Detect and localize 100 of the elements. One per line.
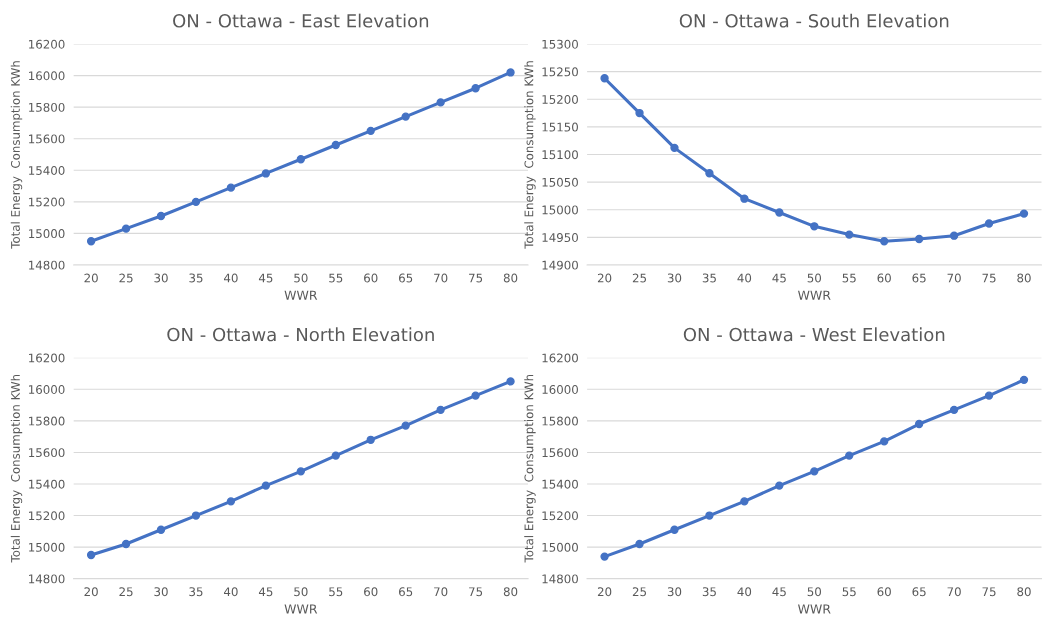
- point: [914, 419, 924, 429]
- point: [366, 126, 375, 135]
- y-tick-label: 15100: [542, 150, 578, 160]
- point: [705, 169, 714, 178]
- x-tick-label: 65: [912, 273, 926, 283]
- x-tick-label: 55: [842, 273, 856, 283]
- x-tick-label: 40: [737, 273, 752, 283]
- point: [984, 219, 994, 228]
- y-tick-label: 15200: [542, 94, 578, 104]
- y-tick-label: 15000: [29, 229, 65, 239]
- x-tick-label: 80: [1017, 587, 1031, 597]
- point: [810, 467, 819, 476]
- x-tick-label: 50: [807, 273, 822, 283]
- y-axis-title: Total Energy Consumption KWh: [524, 374, 536, 563]
- point: [600, 74, 609, 83]
- y-tick-label: 15000: [542, 205, 578, 215]
- x-tick-label: 70: [434, 273, 448, 283]
- y-tick-label: 15400: [29, 166, 65, 175]
- y-tick-label: 16000: [29, 385, 65, 394]
- x-tick-label: 50: [294, 587, 308, 597]
- x-tick-label: 75: [982, 273, 996, 283]
- x-tick-label: 25: [632, 273, 646, 283]
- point: [401, 112, 410, 121]
- x-tick-label: 80: [1017, 273, 1031, 283]
- y-tick-label: 15200: [29, 511, 65, 521]
- y-tick-label: 16200: [29, 353, 65, 363]
- point: [775, 481, 784, 490]
- point: [635, 539, 644, 549]
- point: [331, 451, 340, 460]
- x-tick-label: 20: [597, 273, 612, 283]
- y-tick-label: 14950: [542, 233, 578, 242]
- y-tick-label: 15800: [29, 102, 65, 112]
- y-axis-title: Total Energy Consumption KWh: [10, 374, 23, 563]
- y-tick-label: 15150: [542, 122, 578, 132]
- y-tick-label: 15250: [542, 67, 578, 77]
- point: [635, 108, 644, 118]
- y-tick-label: 16200: [542, 353, 578, 363]
- x-tick-label: 75: [469, 587, 483, 597]
- point: [740, 194, 749, 203]
- x-tick-label: 75: [469, 273, 483, 283]
- point: [86, 237, 96, 246]
- point: [121, 539, 131, 549]
- point: [226, 183, 236, 192]
- x-tick-label: 35: [702, 273, 716, 283]
- x-tick-label: 55: [329, 587, 343, 597]
- x-tick-label: 35: [189, 273, 203, 283]
- x-tick-label: 45: [772, 587, 786, 597]
- x-tick-label: 40: [223, 587, 238, 597]
- point: [121, 224, 131, 233]
- x-tick-label: 30: [154, 587, 168, 597]
- x-axis-title: WWR: [284, 290, 318, 300]
- point: [1019, 375, 1029, 385]
- x-tick-label: 45: [258, 273, 273, 283]
- x-tick-label: 30: [667, 587, 682, 597]
- chart-title: ON - Ottawa - East Elevation: [173, 13, 429, 28]
- x-axis-title: WWR: [798, 604, 831, 614]
- point: [191, 197, 201, 207]
- x-tick-label: 65: [399, 273, 413, 283]
- x-tick-label: 55: [329, 273, 343, 283]
- x-tick-label: 60: [364, 587, 378, 597]
- y-tick-label: 15600: [29, 134, 65, 144]
- x-tick-label: 70: [947, 273, 961, 283]
- x-tick-label: 45: [258, 587, 273, 597]
- x-tick-label: 60: [877, 273, 891, 283]
- y-tick-label: 14800: [29, 260, 65, 270]
- point: [880, 437, 889, 446]
- point: [984, 391, 994, 400]
- x-tick-label: 80: [503, 273, 518, 283]
- y-tick-label: 15050: [542, 177, 578, 187]
- x-tick-label: 25: [632, 587, 646, 597]
- point: [949, 405, 959, 414]
- x-tick-label: 20: [84, 273, 98, 283]
- point: [366, 435, 375, 444]
- x-tick-label: 50: [294, 273, 308, 283]
- point: [670, 525, 679, 534]
- point: [845, 451, 854, 460]
- y-tick-label: 15200: [29, 197, 65, 207]
- y-tick-label: 15400: [542, 479, 578, 489]
- point: [1019, 209, 1029, 218]
- x-tick-label: 20: [597, 587, 612, 597]
- y-tick-label: 16000: [29, 71, 65, 81]
- y-tick-label: 16200: [29, 39, 65, 49]
- x-tick-label: 60: [364, 273, 378, 283]
- y-tick-label: 14900: [542, 260, 578, 270]
- point: [296, 467, 305, 476]
- x-tick-label: 35: [702, 587, 716, 597]
- point: [156, 211, 166, 221]
- chart-title: ON - Ottawa - South Elevation: [679, 13, 949, 28]
- point: [261, 481, 271, 490]
- y-axis-title: Total Energy Consumption KWh: [10, 61, 23, 249]
- point: [705, 511, 714, 520]
- y-axis-title: Total Energy Consumption KWh: [524, 61, 536, 249]
- point: [600, 552, 609, 561]
- x-tick-label: 20: [84, 587, 98, 597]
- point: [191, 511, 201, 520]
- x-axis-title: WWR: [284, 604, 318, 614]
- x-tick-label: 55: [842, 587, 856, 597]
- point: [436, 405, 445, 414]
- point: [740, 497, 749, 506]
- point: [845, 230, 854, 239]
